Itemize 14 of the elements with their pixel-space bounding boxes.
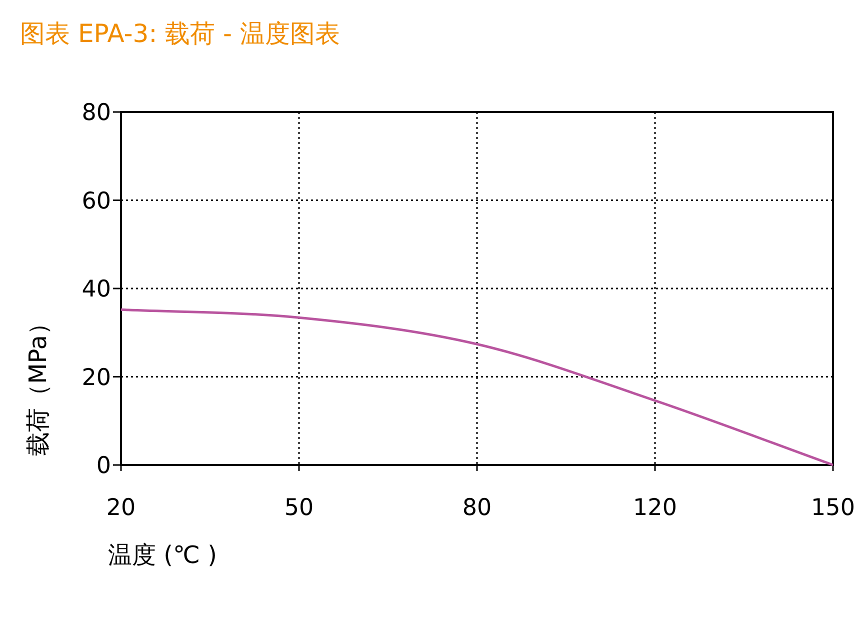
- y-tick-label: 40: [82, 276, 111, 302]
- x-tick-label: 150: [811, 495, 855, 521]
- y-tick-label: 20: [82, 364, 111, 391]
- chart-title: 图表 EPA-3: 载荷 - 温度图表: [20, 19, 340, 48]
- x-tick-label: 120: [633, 495, 677, 521]
- line-series: [120, 308, 834, 466]
- x-tick-label: 20: [106, 495, 136, 521]
- y-tick-label: 80: [82, 100, 111, 126]
- x-axis-title: 温度 (℃ ): [108, 541, 217, 569]
- y-tick-label: 60: [82, 188, 111, 214]
- x-tick-label: 50: [284, 495, 314, 521]
- x-tick-label: 80: [462, 495, 492, 521]
- y-axis-title: 载荷（MPa）: [24, 311, 52, 456]
- y-tick-label: 0: [96, 453, 111, 479]
